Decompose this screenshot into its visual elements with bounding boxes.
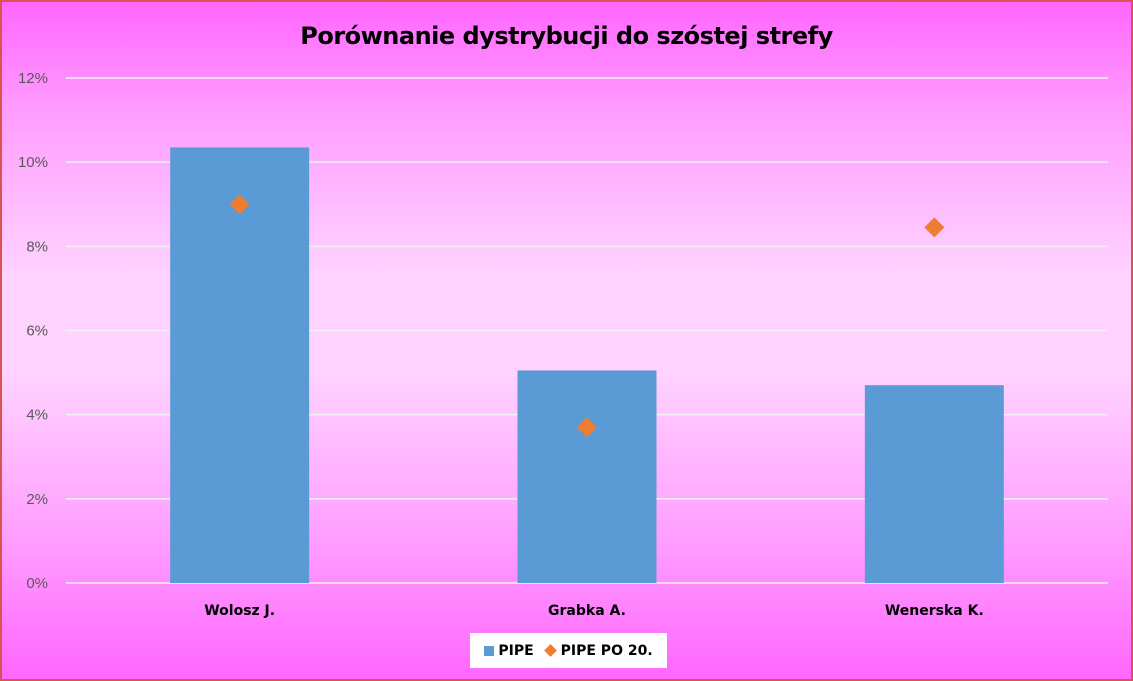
y-tick-label: 0% — [26, 575, 48, 592]
bar-series — [170, 147, 1004, 583]
bar — [517, 370, 657, 583]
marker-series — [229, 194, 945, 438]
y-tick-label: 4% — [26, 407, 48, 424]
y-tick-label: 2% — [26, 491, 48, 508]
x-tick-label: Grabka A. — [548, 603, 626, 619]
marker-point — [924, 217, 945, 238]
bar — [864, 385, 1004, 583]
legend-label-pipe: PIPE — [498, 642, 534, 659]
x-tick-label: Wolosz J. — [204, 603, 275, 619]
chart-title: Porównanie dystrybucji do szóstej strefy — [300, 22, 833, 50]
legend-item-pipe-po-20: PIPE PO 20. — [543, 642, 653, 659]
y-tick-label: 10% — [18, 154, 48, 171]
legend: PIPE PIPE PO 20. — [470, 633, 667, 668]
x-tick-label: Wenerska K. — [885, 603, 984, 619]
y-tick-label: 6% — [26, 323, 48, 340]
legend-swatch-pipe-po-20 — [543, 644, 557, 657]
y-tick-label: 8% — [26, 238, 48, 255]
y-tick-label: 12% — [18, 70, 48, 87]
marker-point — [577, 417, 597, 438]
legend-swatch-pipe — [484, 645, 495, 656]
x-axis-ticks: Wolosz J. Grabka A. Wenerska K. — [204, 603, 984, 619]
legend-label-pipe-po-20: PIPE PO 20. — [560, 642, 653, 659]
bar — [170, 147, 310, 583]
marker-point — [229, 194, 250, 215]
y-axis-ticks: 0% 2% 4% 6% 8% 10% 12% — [18, 70, 48, 592]
legend-item-pipe: PIPE — [484, 642, 534, 659]
